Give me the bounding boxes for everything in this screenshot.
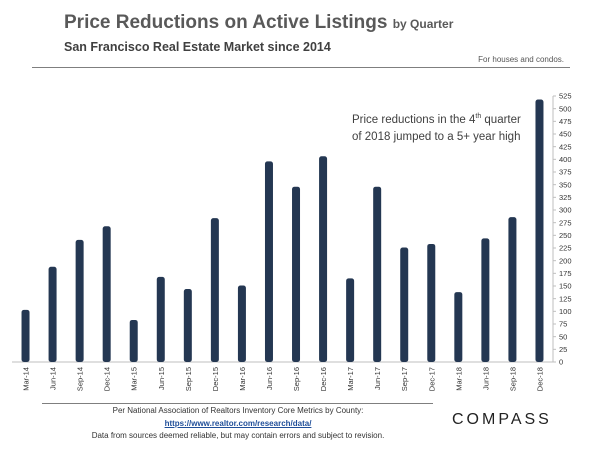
x-tick-label: Mar-15 bbox=[130, 367, 139, 391]
bar-sep-18 bbox=[508, 217, 517, 362]
title-suffix: by Quarter bbox=[392, 17, 454, 31]
x-tick-label: Mar-18 bbox=[454, 367, 463, 391]
y-tick-label: 400 bbox=[559, 155, 572, 164]
source-link-line: https://www.realtor.com/research/data/ bbox=[40, 419, 436, 428]
y-tick-label: 500 bbox=[559, 104, 572, 113]
bar-dec-14 bbox=[102, 226, 111, 362]
bar-jun-18 bbox=[481, 238, 490, 362]
y-tick-label: 25 bbox=[559, 345, 567, 354]
bar-sep-14 bbox=[75, 239, 84, 362]
bar-mar-14 bbox=[21, 309, 30, 362]
bar-sep-15 bbox=[183, 289, 192, 362]
x-tick-label: Sep-18 bbox=[508, 367, 517, 391]
y-tick-label: 525 bbox=[559, 92, 572, 101]
y-tick-label: 75 bbox=[559, 320, 567, 329]
x-tick-label: Mar-16 bbox=[238, 367, 247, 391]
y-tick-label: 425 bbox=[559, 142, 572, 151]
source-link[interactable]: https://www.realtor.com/research/data/ bbox=[164, 419, 312, 428]
x-tick-label: Dec-16 bbox=[319, 367, 328, 391]
bar-dec-15 bbox=[210, 218, 219, 362]
annotation-line1-pre: Price reductions in the 4 bbox=[352, 113, 476, 126]
x-tick-label: Dec-17 bbox=[427, 367, 436, 391]
y-tick-label: 50 bbox=[559, 332, 567, 341]
bar-mar-16 bbox=[237, 285, 246, 362]
x-tick-label: Dec-15 bbox=[211, 367, 220, 391]
bar-dec-17 bbox=[427, 243, 436, 362]
y-tick-label: 0 bbox=[559, 358, 563, 367]
x-tick-label: Jun-15 bbox=[157, 367, 166, 390]
x-tick-label: Jun-16 bbox=[265, 367, 274, 390]
y-tick-label: 375 bbox=[559, 168, 572, 177]
x-tick-label: Sep-17 bbox=[400, 367, 409, 391]
y-tick-label: 475 bbox=[559, 117, 572, 126]
y-tick-label: 450 bbox=[559, 130, 572, 139]
bar-mar-18 bbox=[454, 292, 463, 362]
bar-sep-16 bbox=[292, 186, 301, 362]
bar-mar-15 bbox=[129, 319, 138, 362]
y-tick-label: 250 bbox=[559, 231, 572, 240]
chart-title: Price Reductions on Active Listings by Q… bbox=[64, 12, 453, 34]
bar-jun-15 bbox=[156, 276, 165, 362]
x-tick-label: Sep-16 bbox=[292, 367, 301, 391]
y-tick-label: 100 bbox=[559, 307, 572, 316]
disclaimer-line: Data from sources deemed reliable, but m… bbox=[91, 431, 385, 440]
x-tick-label: Sep-15 bbox=[184, 367, 193, 391]
y-tick-label: 275 bbox=[559, 218, 572, 227]
y-tick-label: 350 bbox=[559, 180, 572, 189]
source-line: Per National Association of Realtors Inv… bbox=[112, 406, 364, 415]
y-tick-label: 125 bbox=[559, 294, 572, 303]
bar-jun-17 bbox=[373, 186, 382, 362]
chart-annotation: Price reductions in the 4th quarter of 2… bbox=[352, 108, 552, 146]
bar-dec-18 bbox=[535, 99, 544, 363]
y-tick-label: 325 bbox=[559, 193, 572, 202]
x-tick-label: Dec-18 bbox=[535, 367, 544, 391]
y-tick-label: 175 bbox=[559, 269, 572, 278]
x-tick-label: Sep-14 bbox=[76, 367, 85, 391]
x-tick-label: Jun-17 bbox=[373, 367, 382, 390]
bar-mar-17 bbox=[346, 278, 355, 362]
bar-jun-16 bbox=[264, 161, 273, 362]
x-tick-label: Mar-17 bbox=[346, 367, 355, 391]
y-tick-label: 225 bbox=[559, 244, 572, 253]
x-tick-label: Jun-18 bbox=[481, 367, 490, 390]
scope-note: For houses and condos. bbox=[478, 55, 564, 64]
x-tick-label: Jun-14 bbox=[49, 367, 58, 390]
y-tick-label: 150 bbox=[559, 282, 572, 291]
annotation-sup: th bbox=[475, 113, 482, 120]
chart-subtitle: San Francisco Real Estate Market since 2… bbox=[64, 40, 331, 54]
compass-logo: COMPASS bbox=[452, 411, 552, 428]
y-tick-label: 200 bbox=[559, 256, 572, 265]
x-tick-label: Dec-14 bbox=[103, 367, 112, 391]
header-divider bbox=[32, 67, 570, 68]
x-tick-label: Mar-14 bbox=[22, 367, 31, 391]
bar-sep-17 bbox=[400, 247, 409, 362]
bar-jun-14 bbox=[48, 266, 57, 362]
bar-dec-16 bbox=[319, 156, 328, 362]
title-main: Price Reductions on Active Listings bbox=[64, 12, 388, 33]
footer-divider bbox=[42, 403, 433, 404]
annotation-line1-post: quarter bbox=[481, 113, 521, 126]
annotation-line2: of 2018 jumped to a 5+ year high bbox=[352, 130, 521, 143]
y-tick-label: 300 bbox=[559, 206, 572, 215]
